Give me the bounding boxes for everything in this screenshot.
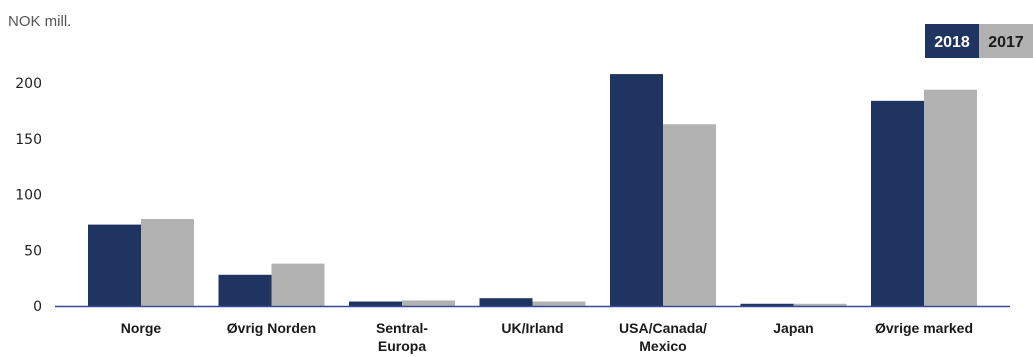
y-tick-label: 50 [24,243,42,259]
y-tick-label: 100 [15,188,42,204]
bar-2017 [141,219,194,306]
bar-2018 [479,298,533,306]
legend-label-2018: 2018 [934,34,970,51]
y-tick-label: 200 [15,76,42,92]
x-category-label: Japan [773,320,813,336]
bar-2018 [88,224,141,306]
unit-label: NOK mill. [8,13,71,30]
x-category-label: UK/Irland [501,320,563,336]
x-category-label: USA/Canada/Mexico [619,320,707,354]
bar-2018 [610,74,663,306]
x-category-label: Norge [121,320,162,336]
bar-2018 [218,274,272,306]
x-axis-labels: Norge Øvrig Norden Sentral-Europa UK/Irland… [121,320,973,354]
legend: 2018 2017 [925,24,1033,58]
bar-2017 [663,124,716,306]
bar-2018 [740,303,794,306]
bar-2018 [871,100,924,306]
bar-2017 [532,301,586,306]
y-tick-label: 0 [33,299,42,315]
bar-2018 [349,301,402,306]
x-category-label: Øvrig Norden [227,320,316,336]
bar-2017 [402,300,455,306]
bar-2017 [924,89,977,306]
legend-label-2017: 2017 [988,34,1024,51]
bar-2017 [793,303,847,306]
legend-swatch-2017 [979,24,1033,58]
x-category-label: Øvrige marked [875,320,973,336]
x-category-label: Sentral-Europa [376,320,428,354]
bar-2017 [271,263,325,306]
bars [88,74,977,306]
legend-swatch-2018 [925,24,979,58]
y-axis-ticks: 0 50 100 150 200 [15,76,42,315]
y-tick-label: 150 [15,132,42,148]
